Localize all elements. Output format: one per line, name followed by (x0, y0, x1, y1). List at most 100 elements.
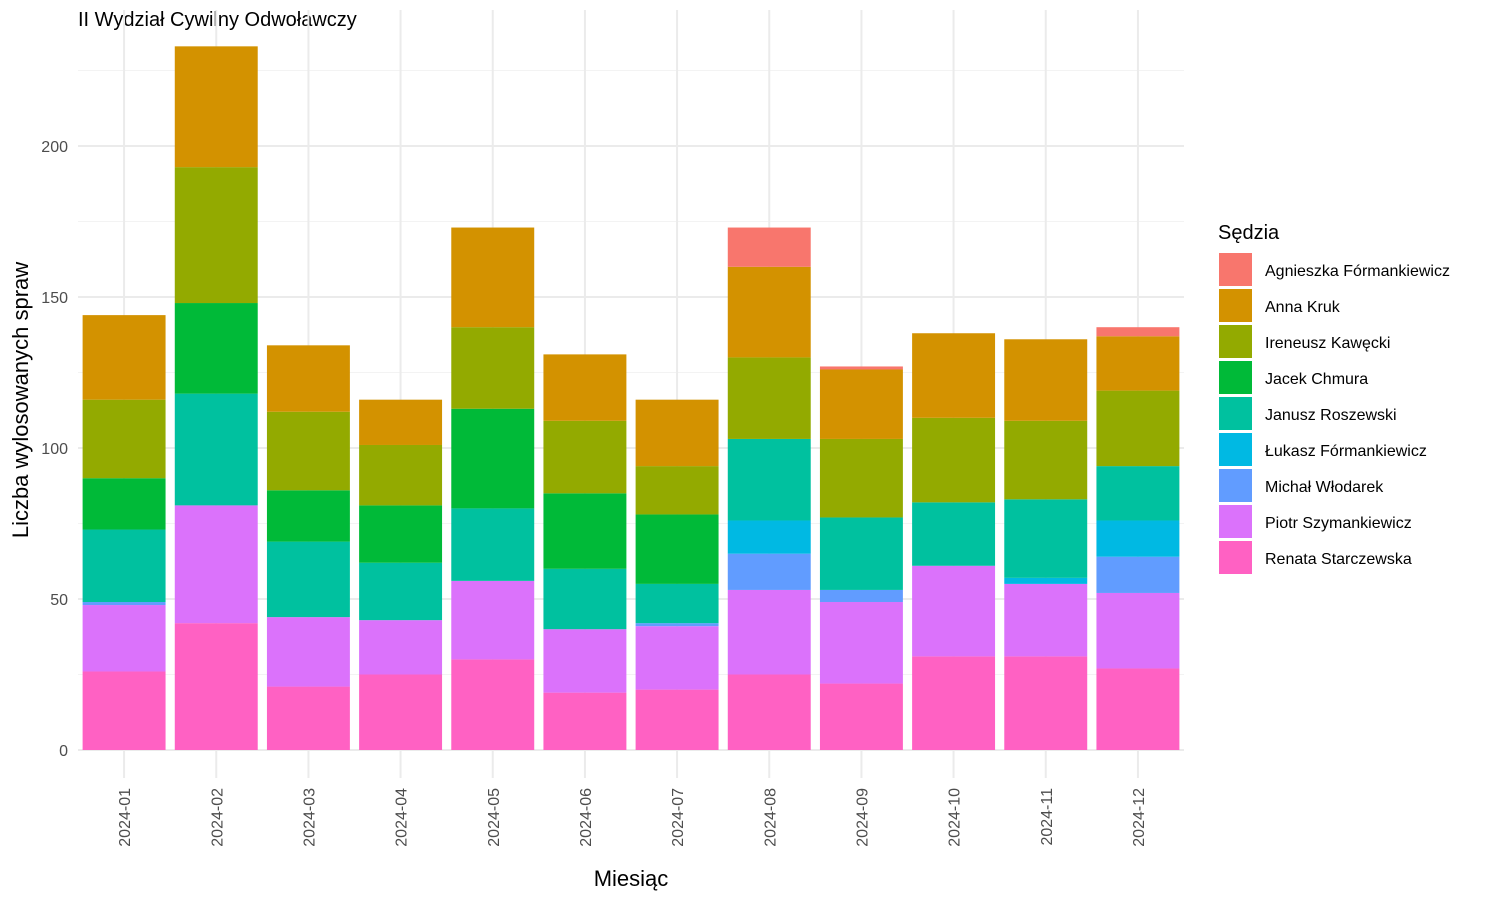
x-tick-label: 2024-10 (947, 788, 964, 847)
y-tick-label: 200 (41, 139, 68, 156)
y-tick-label: 50 (50, 592, 68, 609)
bar-segment (1004, 499, 1088, 578)
bar-segment (543, 692, 627, 750)
bar-segment (359, 444, 443, 506)
bar-segment (543, 568, 627, 630)
bar-segment (727, 589, 811, 675)
bar-segment (1004, 583, 1088, 657)
bar-segment (635, 623, 719, 627)
y-tick-label: 0 (59, 743, 68, 760)
chart-title: II Wydział Cywilny Odwoławczy (78, 9, 357, 31)
legend-label: Piotr Szymankiewicz (1265, 515, 1412, 532)
bar-segment (1096, 336, 1180, 391)
legend-key (1219, 361, 1252, 394)
legend-key (1219, 397, 1252, 430)
y-tick-label: 150 (41, 290, 68, 307)
bar-segment (451, 327, 535, 409)
bar-segment (1096, 668, 1180, 750)
bar-segment (266, 686, 350, 750)
legend-label: Anna Kruk (1265, 299, 1341, 316)
x-tick-label: 2024-08 (762, 788, 779, 847)
y-axis-tick-labels: 0 50 100 150 200 (41, 139, 68, 760)
x-tick-label: 2024-05 (486, 788, 503, 847)
legend-key (1219, 469, 1252, 502)
bar-segment (82, 605, 166, 672)
legend-key (1219, 433, 1252, 466)
bar-segment (82, 529, 166, 603)
bar-segment (82, 315, 166, 400)
bar-segment (543, 354, 627, 421)
bar-segment (174, 46, 258, 168)
bar-segment (727, 674, 811, 750)
bar-segment (451, 659, 535, 750)
bar-segment (1096, 592, 1180, 669)
bar-segment (174, 167, 258, 304)
bar-segment (727, 553, 811, 590)
bar-segment (912, 333, 996, 418)
bar-segment (727, 520, 811, 554)
bar-segment (1004, 420, 1088, 500)
y-axis-title: Liczba wylosowanych spraw (8, 262, 33, 538)
bar-segment (912, 502, 996, 566)
bar-segment (635, 466, 719, 515)
legend-label: Renata Starczewska (1265, 551, 1412, 568)
bar-segment (819, 438, 903, 518)
bar-segment (912, 565, 996, 657)
x-tick-label: 2024-04 (394, 788, 411, 847)
bar-segment (635, 689, 719, 750)
legend-label: Michał Włodarek (1265, 479, 1384, 496)
bar-segment (451, 508, 535, 581)
x-tick-label: 2024-06 (578, 788, 595, 847)
bar-segment (819, 517, 903, 590)
legend-key (1219, 541, 1252, 574)
bar-segment (266, 411, 350, 491)
bar-segment (819, 366, 903, 370)
bar-segment (727, 227, 811, 267)
bar-segment (359, 562, 443, 621)
bar-segment (819, 683, 903, 750)
bar-segment (174, 505, 258, 624)
bar-segment (266, 490, 350, 542)
bar-segment (359, 399, 443, 445)
legend: Sędzia Agnieszka Fórmankiewicz Anna Kruk I… (1218, 222, 1450, 574)
bar-segment (635, 583, 719, 624)
bar-segment (912, 417, 996, 503)
x-tick-label: 2024-03 (301, 788, 318, 847)
bar-segment (1096, 520, 1180, 557)
bar-segment (635, 514, 719, 584)
legend-label: Janusz Roszewski (1265, 407, 1397, 424)
bar-segment (174, 303, 258, 394)
bar-segment (359, 505, 443, 563)
bar-segment (727, 357, 811, 439)
bar-segment (635, 626, 719, 690)
x-tick-label: 2024-02 (209, 788, 226, 847)
bar-segment (635, 399, 719, 467)
bar-segment (174, 623, 258, 750)
bar-segment (1096, 556, 1180, 593)
x-tick-label: 2024-11 (1039, 788, 1056, 846)
bar-segment (82, 602, 166, 606)
bar-segment (266, 617, 350, 687)
bar-segment (727, 438, 811, 521)
legend-key (1219, 289, 1252, 322)
legend-key (1219, 325, 1252, 358)
legend-label: Łukasz Fórmankiewicz (1265, 443, 1427, 460)
bar-segment (1004, 577, 1088, 584)
x-axis-title: Miesiąc (594, 866, 669, 891)
legend-label: Ireneusz Kawęcki (1265, 335, 1390, 352)
bar-segment (1004, 656, 1088, 750)
bar-segment (543, 420, 627, 494)
legend-key (1219, 253, 1252, 286)
bar-segment (727, 266, 811, 358)
x-tick-label: 2024-01 (117, 788, 134, 847)
bar-segment (266, 345, 350, 412)
x-tick-label: 2024-09 (854, 788, 871, 847)
bar-segment (1096, 327, 1180, 337)
bar-segment (451, 408, 535, 509)
bar-segment (266, 541, 350, 618)
bar-segment (543, 629, 627, 693)
legend-key (1219, 505, 1252, 538)
bar-segment (1096, 466, 1180, 521)
bar-segment (1004, 339, 1088, 421)
